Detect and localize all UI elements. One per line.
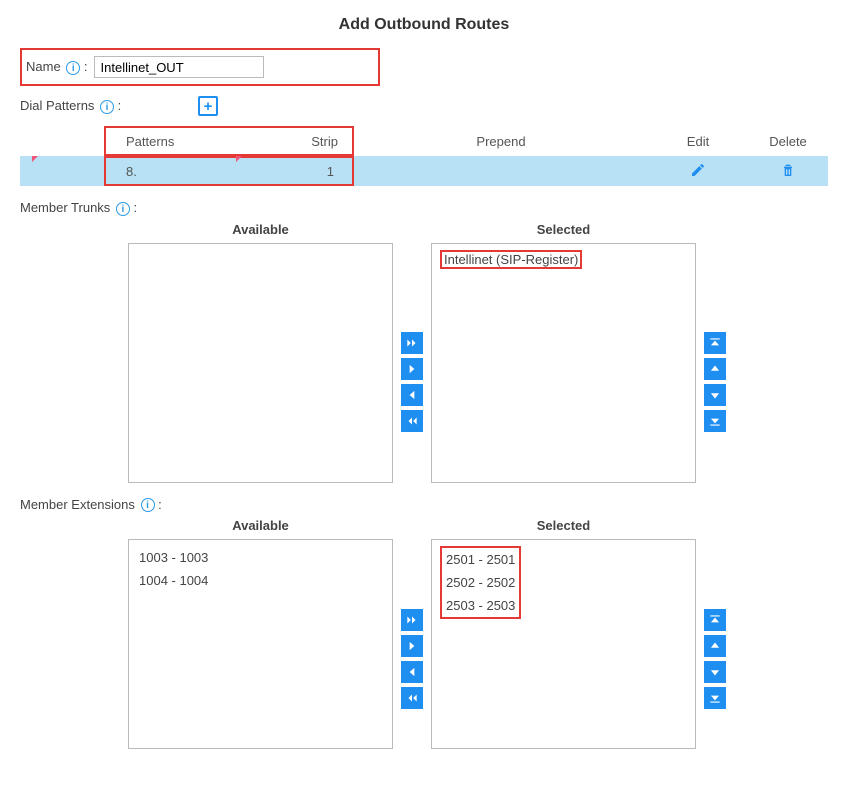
move-right-button[interactable] (401, 635, 423, 657)
info-icon[interactable]: i (66, 61, 80, 75)
move-bottom-button[interactable] (704, 410, 726, 432)
move-all-right-button[interactable] (401, 332, 423, 354)
list-item[interactable]: 2502 - 2502 (444, 571, 517, 594)
move-down-button[interactable] (704, 384, 726, 406)
col-strip: Strip (226, 134, 352, 149)
add-pattern-button[interactable]: + (198, 96, 218, 116)
delete-icon[interactable] (780, 162, 796, 181)
selected-trunks-list[interactable]: Intellinet (SIP-Register) (431, 243, 696, 483)
col-edit: Edit (648, 134, 748, 149)
list-item[interactable]: 2501 - 2501 (444, 548, 517, 571)
member-extensions-label: Member Extensions i : (20, 497, 828, 513)
move-down-button[interactable] (704, 661, 726, 683)
list-item[interactable]: 1003 - 1003 (137, 546, 384, 569)
available-extensions-list[interactable]: 1003 - 10031004 - 1004 (128, 539, 393, 749)
move-right-button[interactable] (401, 358, 423, 380)
move-all-left-button[interactable] (401, 687, 423, 709)
move-bottom-button[interactable] (704, 687, 726, 709)
available-label: Available (128, 518, 393, 533)
info-icon[interactable]: i (116, 202, 130, 216)
selected-extensions-list[interactable]: 2501 - 2501 2502 - 2502 2503 - 2503 (431, 539, 696, 749)
member-trunks-dual-list: Available Selected Intellinet (SIP-Regis… (128, 222, 828, 483)
col-prepend: Prepend (354, 134, 648, 149)
info-icon[interactable]: i (100, 100, 114, 114)
move-up-button[interactable] (704, 635, 726, 657)
pattern-row[interactable]: 8. 1 (20, 156, 828, 186)
col-patterns: Patterns (106, 134, 226, 149)
pattern-value: 8. (106, 164, 226, 179)
available-label: Available (128, 222, 393, 237)
available-trunks-list[interactable] (128, 243, 393, 483)
name-label: Name i : (26, 59, 88, 75)
member-extensions-dual-list: Available 1003 - 10031004 - 1004 Selecte… (128, 518, 828, 749)
marker-icon (32, 156, 38, 162)
move-top-button[interactable] (704, 332, 726, 354)
move-all-right-button[interactable] (401, 609, 423, 631)
name-callout: Name i : (20, 48, 380, 86)
move-left-button[interactable] (401, 384, 423, 406)
edit-icon[interactable] (690, 162, 706, 181)
info-icon[interactable]: i (141, 498, 155, 512)
member-trunks-label: Member Trunks i : (20, 200, 828, 216)
selected-label: Selected (431, 518, 696, 533)
pattern-table-header: Patterns Strip Prepend Edit Delete (20, 126, 828, 156)
marker-icon (236, 156, 242, 162)
strip-value: 1 (226, 164, 352, 179)
dial-patterns-label: Dial Patterns i : (20, 98, 190, 114)
name-input[interactable] (94, 56, 264, 78)
list-item[interactable]: 2503 - 2503 (444, 594, 517, 617)
move-up-button[interactable] (704, 358, 726, 380)
selected-label: Selected (431, 222, 696, 237)
move-top-button[interactable] (704, 609, 726, 631)
move-left-button[interactable] (401, 661, 423, 683)
list-item[interactable]: Intellinet (SIP-Register) (440, 250, 582, 269)
list-item[interactable]: 1004 - 1004 (137, 569, 384, 592)
move-all-left-button[interactable] (401, 410, 423, 432)
col-delete: Delete (748, 134, 828, 149)
page-title: Add Outbound Routes (20, 16, 828, 34)
